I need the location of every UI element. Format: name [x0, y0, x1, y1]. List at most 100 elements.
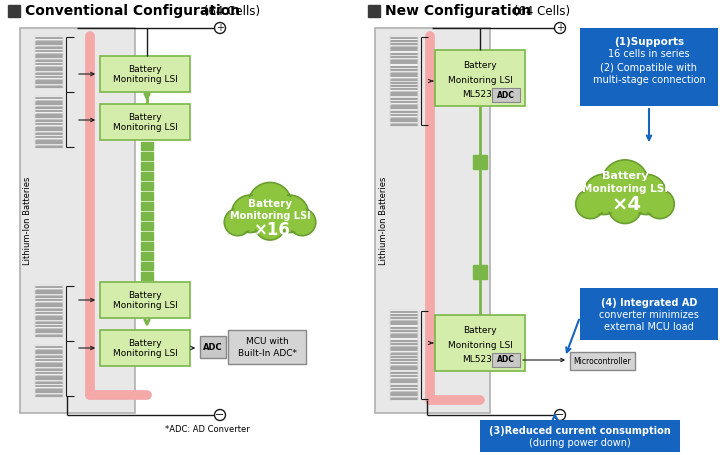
FancyBboxPatch shape: [35, 128, 63, 135]
FancyBboxPatch shape: [35, 56, 63, 62]
FancyBboxPatch shape: [35, 318, 63, 324]
Text: Conventional Configuration: Conventional Configuration: [25, 4, 240, 18]
FancyBboxPatch shape: [35, 62, 63, 69]
FancyBboxPatch shape: [35, 364, 63, 371]
Text: −: −: [215, 410, 225, 420]
Circle shape: [215, 410, 225, 420]
FancyBboxPatch shape: [141, 172, 153, 180]
FancyBboxPatch shape: [390, 374, 418, 381]
Text: (1)Supports: (1)Supports: [614, 37, 684, 47]
Text: Lithium-Ion Batteries: Lithium-Ion Batteries: [379, 176, 387, 265]
FancyBboxPatch shape: [390, 94, 418, 100]
FancyBboxPatch shape: [390, 62, 418, 68]
Ellipse shape: [235, 207, 305, 230]
FancyBboxPatch shape: [35, 69, 63, 75]
Text: Battery: Battery: [128, 113, 162, 122]
FancyBboxPatch shape: [200, 336, 226, 358]
Circle shape: [584, 174, 624, 215]
Circle shape: [256, 211, 284, 238]
FancyBboxPatch shape: [390, 107, 418, 113]
Text: Microcontroller: Microcontroller: [573, 357, 631, 365]
FancyBboxPatch shape: [141, 242, 153, 250]
FancyBboxPatch shape: [35, 304, 63, 311]
FancyBboxPatch shape: [35, 109, 63, 116]
FancyBboxPatch shape: [141, 162, 153, 170]
FancyBboxPatch shape: [492, 88, 520, 102]
FancyBboxPatch shape: [390, 387, 418, 394]
Text: ×4: ×4: [612, 196, 642, 214]
Text: (2) Compatible with: (2) Compatible with: [600, 63, 698, 73]
FancyBboxPatch shape: [492, 353, 520, 367]
Text: Battery: Battery: [463, 326, 497, 335]
Text: Monitoring LSI: Monitoring LSI: [112, 123, 177, 132]
FancyBboxPatch shape: [141, 262, 153, 270]
FancyBboxPatch shape: [390, 361, 418, 368]
Text: *ADC: AD Converter: *ADC: AD Converter: [165, 425, 250, 435]
FancyBboxPatch shape: [228, 330, 306, 364]
Text: Battery: Battery: [602, 171, 648, 181]
Text: ML5239: ML5239: [462, 90, 498, 99]
FancyBboxPatch shape: [473, 265, 487, 279]
Text: Lithium-Ion Batteries: Lithium-Ion Batteries: [24, 176, 32, 265]
Text: ADC: ADC: [203, 343, 222, 352]
Text: Battery: Battery: [128, 65, 162, 74]
FancyBboxPatch shape: [480, 420, 680, 452]
FancyBboxPatch shape: [100, 330, 190, 366]
FancyBboxPatch shape: [368, 5, 380, 17]
Circle shape: [611, 192, 640, 222]
FancyBboxPatch shape: [35, 298, 63, 304]
FancyBboxPatch shape: [390, 323, 418, 329]
FancyBboxPatch shape: [390, 355, 418, 361]
FancyBboxPatch shape: [580, 288, 718, 340]
FancyBboxPatch shape: [435, 50, 525, 106]
Text: Monitoring LSI: Monitoring LSI: [112, 301, 177, 310]
FancyBboxPatch shape: [35, 311, 63, 318]
FancyBboxPatch shape: [141, 152, 153, 160]
Text: +: +: [216, 23, 224, 33]
Circle shape: [626, 174, 667, 215]
FancyBboxPatch shape: [390, 100, 418, 107]
FancyBboxPatch shape: [390, 368, 418, 374]
FancyBboxPatch shape: [35, 324, 63, 330]
FancyBboxPatch shape: [390, 394, 418, 400]
FancyBboxPatch shape: [100, 104, 190, 140]
FancyBboxPatch shape: [35, 122, 63, 128]
Text: (64 Cells): (64 Cells): [200, 5, 260, 17]
FancyBboxPatch shape: [390, 68, 418, 75]
Text: Monitoring LSI: Monitoring LSI: [230, 211, 310, 221]
Text: ADC: ADC: [497, 355, 515, 364]
FancyBboxPatch shape: [35, 358, 63, 364]
FancyBboxPatch shape: [390, 75, 418, 81]
Circle shape: [251, 185, 289, 223]
FancyBboxPatch shape: [390, 336, 418, 342]
FancyBboxPatch shape: [390, 316, 418, 323]
Text: external MCU load: external MCU load: [604, 322, 694, 332]
FancyBboxPatch shape: [141, 222, 153, 230]
FancyBboxPatch shape: [141, 202, 153, 210]
Circle shape: [554, 410, 565, 420]
Ellipse shape: [588, 187, 663, 213]
Text: Battery: Battery: [248, 199, 292, 209]
FancyBboxPatch shape: [35, 116, 63, 122]
Text: MCU with: MCU with: [246, 337, 289, 345]
Circle shape: [629, 177, 664, 212]
Text: Battery: Battery: [128, 291, 162, 300]
Circle shape: [215, 22, 225, 34]
FancyBboxPatch shape: [141, 192, 153, 200]
FancyBboxPatch shape: [141, 232, 153, 240]
FancyBboxPatch shape: [390, 36, 418, 42]
Circle shape: [608, 190, 642, 223]
Circle shape: [577, 191, 603, 217]
FancyBboxPatch shape: [35, 142, 63, 148]
FancyBboxPatch shape: [35, 352, 63, 358]
Text: (64 Cells): (64 Cells): [510, 5, 570, 17]
Text: Battery: Battery: [128, 339, 162, 348]
Text: ML5239: ML5239: [462, 355, 498, 364]
FancyBboxPatch shape: [20, 28, 135, 413]
FancyBboxPatch shape: [100, 282, 190, 318]
Circle shape: [248, 182, 292, 226]
Text: multi-stage connection: multi-stage connection: [593, 75, 706, 85]
FancyBboxPatch shape: [35, 102, 63, 109]
FancyBboxPatch shape: [435, 315, 525, 371]
FancyBboxPatch shape: [35, 49, 63, 56]
